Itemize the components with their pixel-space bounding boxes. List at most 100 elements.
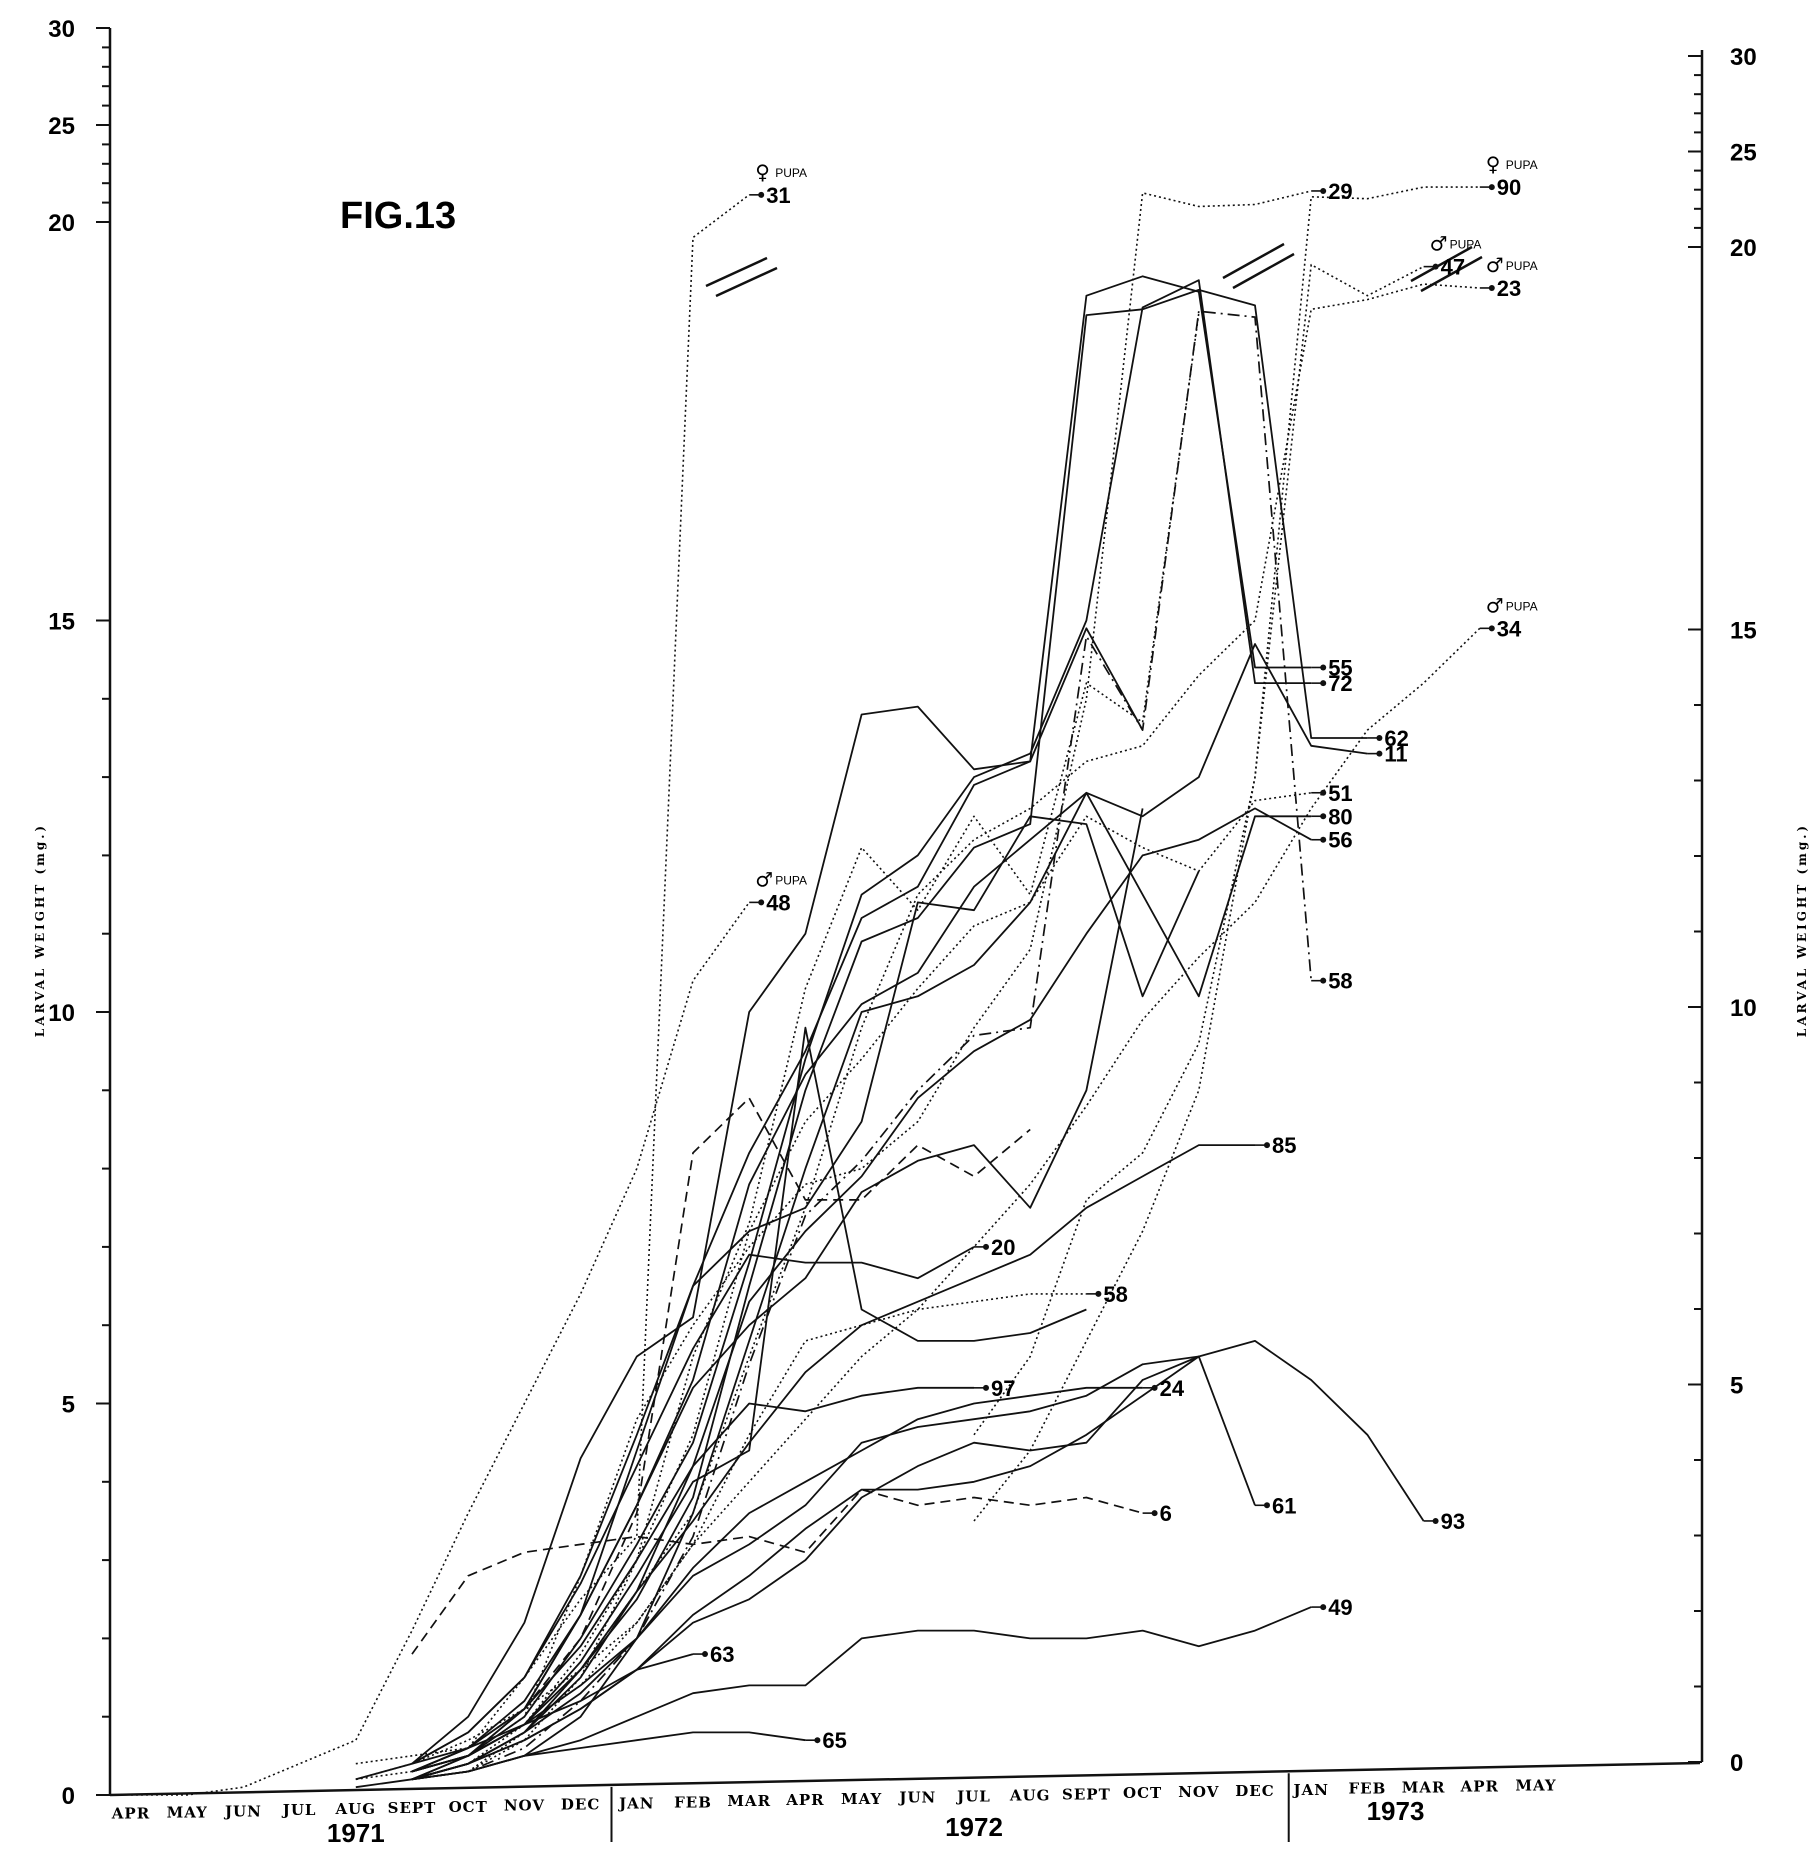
series-end-point — [1320, 187, 1327, 194]
left-y-tick-label: 15 — [48, 609, 75, 636]
series-end-point — [1376, 734, 1383, 741]
series-line — [355, 1293, 1087, 1781]
series-end-point — [983, 1243, 989, 1250]
series-label: 31 — [766, 183, 790, 208]
series-end-point — [1432, 1517, 1439, 1524]
x-tick-label: MAY — [1515, 1776, 1556, 1794]
x-tick-label: APR — [1460, 1777, 1499, 1795]
series-line — [411, 808, 1144, 1773]
x-tick-label: SEPT — [388, 1799, 437, 1817]
x-tick-label: MAY — [841, 1790, 882, 1808]
chart-title: FIG.13 — [340, 195, 456, 237]
male-symbol-icon: ♂ — [1430, 232, 1448, 256]
x-tick-label: MAR — [1402, 1779, 1446, 1797]
series-end-point — [1488, 284, 1495, 291]
male-symbol-icon: ♂ — [1486, 253, 1504, 277]
series-line — [411, 1386, 974, 1773]
left-y-tick-label: 5 — [62, 1392, 75, 1419]
series-end-point — [1095, 1290, 1102, 1297]
pupa-label: PUPA — [1506, 259, 1538, 273]
series-line — [411, 1386, 1143, 1781]
series-end-point — [1432, 263, 1439, 270]
pupa-label: PUPA — [1450, 238, 1482, 252]
x-tick-label: NOV — [504, 1797, 545, 1815]
x-axis: APR MAY JUN JUL AUG SEPT OCT NOV DEC JAN FEB MAR APR… — [109, 1761, 1701, 1848]
series-end-point — [1320, 789, 1327, 796]
series-end-point — [1488, 625, 1495, 632]
series-label: 11 — [1384, 742, 1407, 767]
right-y-tick-label: 0 — [1730, 1750, 1743, 1777]
x-tick-label: APR — [785, 1791, 824, 1809]
series-line — [411, 1097, 1031, 1773]
left-y-tick-label: 0 — [62, 1783, 75, 1810]
x-tick-label: FEB — [1349, 1780, 1387, 1798]
series-end-point — [1320, 1604, 1327, 1611]
series-label: 85 — [1272, 1133, 1296, 1158]
left-y-axis: 0 5 10 15 20 25 30 — [48, 16, 112, 1810]
series-line — [467, 313, 1200, 1773]
series-line — [411, 1246, 975, 1765]
series-end-point — [1320, 664, 1327, 671]
series-label: 65 — [822, 1728, 846, 1753]
pupa-label: PUPA — [775, 873, 807, 887]
right-y-axis: 0 5 10 15 20 25 30 — [1688, 44, 1757, 1777]
x-tick-label: MAR — [727, 1792, 771, 1810]
pupa-label: PUPA — [775, 166, 807, 180]
series-end-point — [1376, 750, 1383, 757]
series-line — [411, 288, 1368, 1781]
series-label: 97 — [991, 1376, 1015, 1401]
series-label: 6 — [1160, 1501, 1172, 1526]
series-end-point — [1264, 1502, 1270, 1509]
series-end-point — [814, 1737, 821, 1744]
x-tick-label: JAN — [617, 1794, 654, 1812]
series-line — [411, 310, 1313, 1781]
series-line — [411, 279, 1312, 1773]
series-label: 61 — [1272, 1493, 1296, 1518]
series-end-point — [1320, 813, 1327, 820]
series-line — [411, 791, 1312, 1773]
series-label: 47 — [1441, 255, 1465, 280]
x-tick-label: JUL — [955, 1788, 991, 1806]
series-label: 63 — [710, 1642, 734, 1667]
series-line — [973, 186, 1480, 1436]
series-end-point — [1151, 1384, 1158, 1391]
right-y-tick-label: 15 — [1730, 618, 1757, 645]
pupa-label: PUPA — [1506, 599, 1538, 613]
series-line — [411, 1488, 1143, 1655]
series-end-point — [1320, 977, 1327, 984]
series-label: 51 — [1328, 781, 1352, 806]
series-line — [411, 627, 1144, 1765]
right-y-tick-label: 20 — [1730, 235, 1757, 262]
series-label: 24 — [1160, 1376, 1185, 1401]
series-label: 34 — [1497, 616, 1522, 641]
series-end-point — [983, 1384, 989, 1391]
series-label: 62 — [1384, 726, 1408, 751]
female-symbol-icon: ♀ — [755, 160, 770, 184]
series-line — [411, 275, 1312, 1765]
series-lines — [131, 186, 1481, 1796]
axis-break-marks — [705, 242, 1483, 298]
right-y-tick-label: 25 — [1730, 140, 1757, 167]
series-label: 80 — [1328, 804, 1352, 829]
series-line — [411, 815, 1200, 1781]
series-line — [411, 643, 1368, 1781]
series-line — [411, 1355, 1256, 1773]
x-tick-label: JAN — [1291, 1781, 1328, 1799]
right-y-axis-label: LARVAL WEIGHT (mg.) — [1795, 823, 1809, 1037]
x-tick-label: DEC — [1235, 1782, 1274, 1800]
series-end-point — [1151, 1510, 1158, 1517]
right-y-tick-label: 5 — [1730, 1373, 1743, 1400]
year-label: 1973 — [1367, 1796, 1425, 1826]
series-end-point — [702, 1651, 708, 1658]
series-line — [411, 807, 1312, 1781]
left-y-tick-label: 10 — [48, 1000, 75, 1027]
right-y-tick-label: 30 — [1730, 44, 1757, 71]
left-y-tick-label: 25 — [48, 113, 75, 140]
male-symbol-icon: ♂ — [1486, 593, 1504, 617]
series-label: 49 — [1328, 1595, 1352, 1620]
series-line — [411, 190, 1312, 1773]
x-tick-label: MAY — [167, 1803, 208, 1821]
series-label: 55 — [1328, 655, 1352, 680]
